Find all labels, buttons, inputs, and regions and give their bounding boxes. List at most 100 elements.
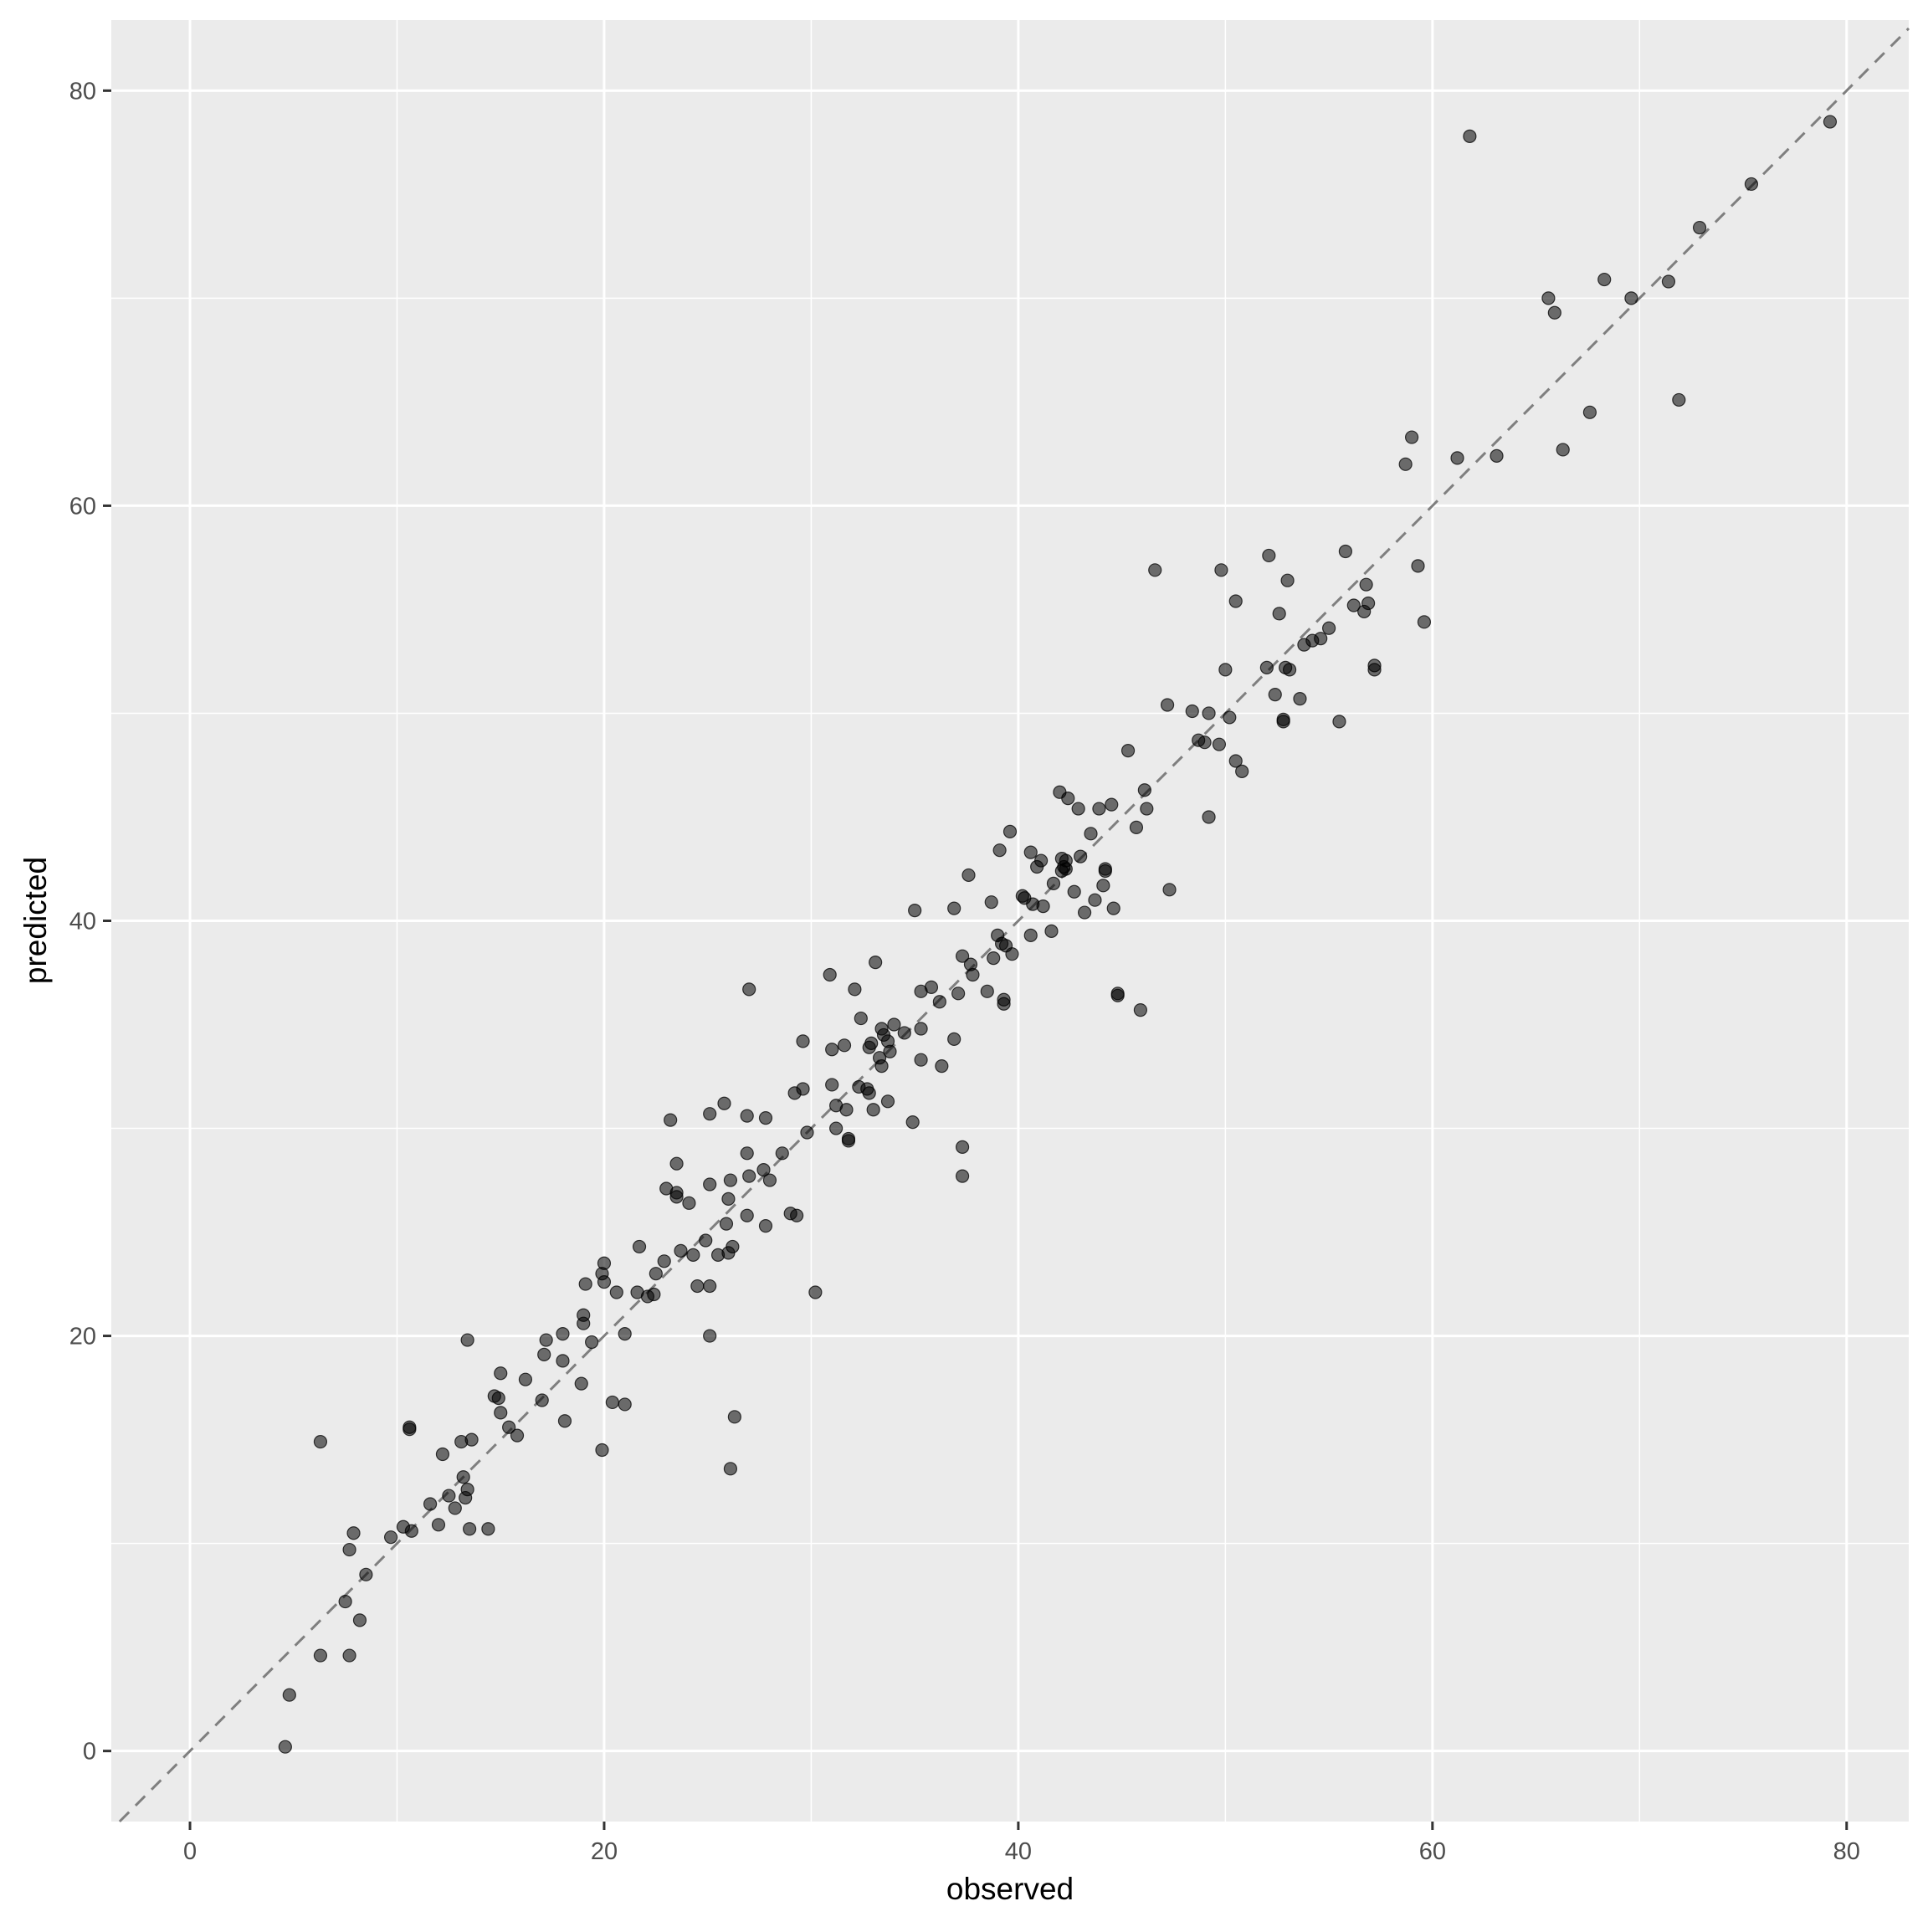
data-point (1276, 712, 1290, 726)
data-point (510, 1428, 525, 1443)
data-point (839, 1103, 854, 1117)
data-point (1214, 563, 1228, 577)
y-axis-title: predicted (18, 857, 53, 984)
data-point (1223, 710, 1237, 725)
data-point (1823, 115, 1838, 129)
data-point (578, 1277, 592, 1291)
x-tick-label: 0 (183, 1838, 197, 1865)
data-point (346, 1526, 361, 1540)
data-point (1346, 598, 1361, 612)
data-point (726, 1239, 740, 1254)
data-point (880, 1094, 895, 1109)
data-point (897, 1026, 911, 1040)
data-point (808, 1285, 823, 1299)
data-points (278, 115, 1838, 1754)
data-point (556, 1327, 570, 1341)
data-point (914, 1022, 928, 1036)
data-point (740, 1208, 754, 1222)
x-axis: 0 20 40 60 80 (183, 1822, 1860, 1865)
data-point (282, 1688, 296, 1702)
data-point (984, 895, 998, 910)
data-point (955, 1169, 970, 1183)
data-point (1202, 810, 1216, 824)
data-point (1084, 827, 1098, 841)
data-point (669, 1156, 684, 1171)
data-point (825, 1043, 839, 1057)
data-point (1692, 220, 1707, 235)
data-point (657, 1254, 671, 1268)
data-point (557, 1414, 572, 1428)
data-point (997, 997, 1011, 1011)
data-point (1036, 899, 1050, 914)
data-point (727, 1410, 741, 1424)
data-point (1046, 876, 1061, 890)
data-point (518, 1372, 533, 1386)
data-point (854, 1011, 868, 1026)
data-point (686, 1248, 700, 1262)
data-point (1262, 548, 1276, 563)
data-point (756, 1163, 771, 1177)
data-point (1547, 305, 1561, 320)
data-point (723, 1462, 738, 1476)
data-point (837, 1038, 852, 1053)
data-point (1218, 663, 1233, 677)
x-tick-label: 80 (1833, 1838, 1860, 1865)
data-point (1490, 448, 1504, 463)
data-point (1463, 129, 1477, 144)
data-point (796, 1034, 810, 1048)
data-point (869, 956, 883, 970)
data-point (1074, 849, 1088, 864)
data-point (502, 1420, 516, 1434)
data-point (966, 967, 980, 982)
data-point (740, 1109, 754, 1123)
data-point (758, 1111, 773, 1125)
data-point (742, 1169, 756, 1183)
data-point (342, 1542, 356, 1557)
x-tick-label: 60 (1419, 1838, 1446, 1865)
data-point (947, 901, 961, 915)
data-point (342, 1648, 356, 1663)
data-point (1272, 607, 1286, 621)
data-point (1120, 744, 1136, 758)
data-point (775, 1146, 789, 1161)
data-point (456, 1470, 470, 1484)
data-point (992, 843, 1007, 858)
data-point (1137, 783, 1151, 797)
reference-line-y-equals-x (118, 27, 1910, 1823)
data-point (359, 1567, 373, 1581)
data-point (823, 967, 837, 982)
data-point (1582, 405, 1597, 419)
data-point (1044, 924, 1059, 939)
data-point (464, 1432, 479, 1447)
data-point (951, 986, 966, 1001)
data-point (1556, 443, 1570, 457)
data-point (313, 1434, 328, 1449)
data-point (980, 984, 994, 998)
data-point (609, 1285, 623, 1299)
data-point (1417, 615, 1432, 629)
data-point (463, 1522, 477, 1536)
data-point (1197, 735, 1212, 750)
data-point (597, 1274, 612, 1289)
data-point (1105, 797, 1119, 812)
data-point (423, 1497, 438, 1511)
data-point (1005, 947, 1019, 961)
data-point (723, 1173, 738, 1187)
data-point (669, 1186, 684, 1200)
data-point (1160, 698, 1175, 712)
data-point (1404, 430, 1419, 444)
data-point (481, 1522, 495, 1536)
data-point (1071, 802, 1085, 816)
data-point (1282, 663, 1297, 677)
data-point (758, 1219, 773, 1233)
data-point (618, 1397, 632, 1412)
data-point (585, 1335, 599, 1350)
data-point (1185, 704, 1199, 719)
data-point (403, 1420, 417, 1434)
data-point (1624, 291, 1638, 305)
data-point (577, 1308, 591, 1322)
data-point (664, 1113, 678, 1127)
data-point (1140, 802, 1154, 816)
data-point (1148, 563, 1162, 577)
data-point (647, 1287, 661, 1302)
